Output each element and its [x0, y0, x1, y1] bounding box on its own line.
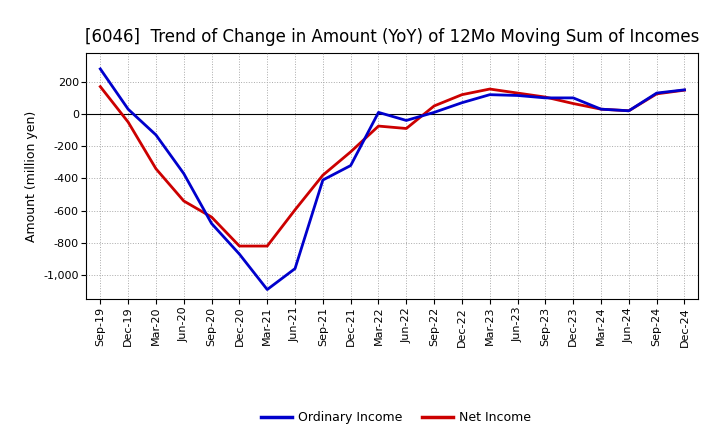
Ordinary Income [235, 252, 243, 257]
Ordinary Income [291, 266, 300, 271]
Ordinary Income [458, 100, 467, 105]
Net Income [569, 101, 577, 106]
Net Income [235, 243, 243, 249]
Net Income [263, 243, 271, 249]
Ordinary Income [263, 287, 271, 292]
Line: Ordinary Income: Ordinary Income [100, 69, 685, 290]
Title: [6046]  Trend of Change in Amount (YoY) of 12Mo Moving Sum of Incomes: [6046] Trend of Change in Amount (YoY) o… [85, 28, 700, 46]
Line: Net Income: Net Income [100, 87, 685, 246]
Ordinary Income [597, 106, 606, 112]
Legend: Ordinary Income, Net Income: Ordinary Income, Net Income [256, 407, 536, 429]
Ordinary Income [513, 93, 522, 98]
Ordinary Income [152, 132, 161, 138]
Net Income [458, 92, 467, 97]
Ordinary Income [569, 95, 577, 100]
Ordinary Income [430, 110, 438, 115]
Ordinary Income [124, 106, 132, 112]
Ordinary Income [402, 118, 410, 123]
Y-axis label: Amount (million yen): Amount (million yen) [24, 110, 37, 242]
Net Income [179, 198, 188, 204]
Ordinary Income [374, 110, 383, 115]
Ordinary Income [485, 92, 494, 97]
Net Income [541, 95, 550, 100]
Net Income [207, 214, 216, 220]
Net Income [318, 172, 327, 178]
Ordinary Income [346, 163, 355, 168]
Ordinary Income [207, 221, 216, 226]
Net Income [624, 108, 633, 114]
Ordinary Income [541, 95, 550, 100]
Net Income [346, 149, 355, 154]
Net Income [124, 119, 132, 125]
Net Income [597, 106, 606, 112]
Net Income [652, 91, 661, 96]
Ordinary Income [652, 91, 661, 96]
Net Income [485, 86, 494, 92]
Net Income [402, 126, 410, 131]
Net Income [374, 124, 383, 129]
Net Income [430, 103, 438, 109]
Net Income [680, 88, 689, 93]
Ordinary Income [318, 177, 327, 183]
Ordinary Income [96, 66, 104, 72]
Net Income [513, 91, 522, 96]
Net Income [96, 84, 104, 89]
Ordinary Income [624, 108, 633, 114]
Ordinary Income [179, 171, 188, 176]
Ordinary Income [680, 87, 689, 92]
Net Income [152, 166, 161, 172]
Net Income [291, 207, 300, 213]
